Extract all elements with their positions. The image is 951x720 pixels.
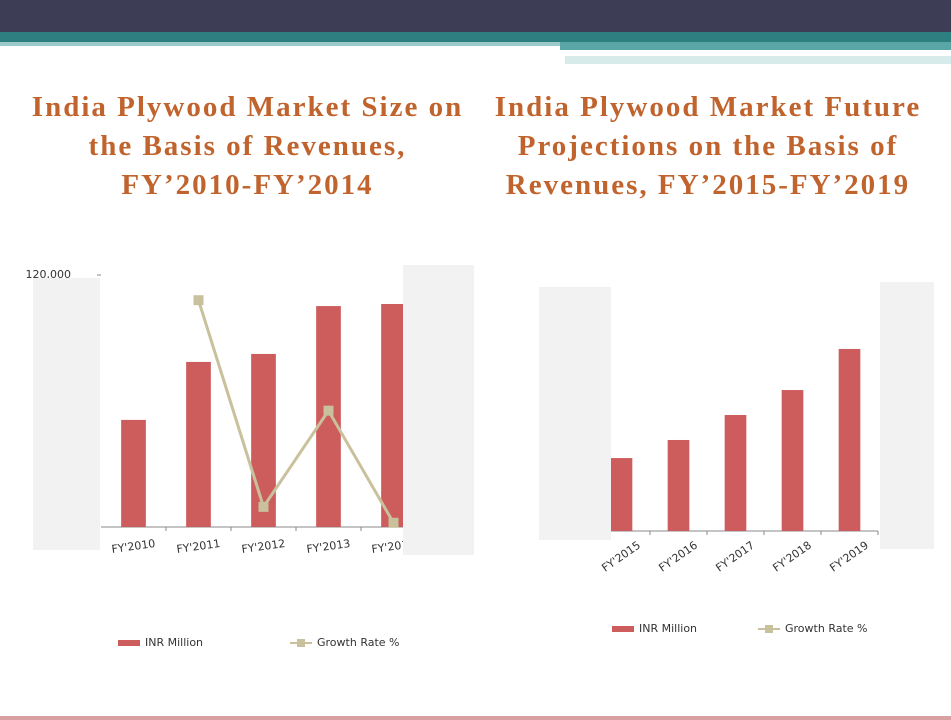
x-tick-label: FY'2016 [656, 539, 700, 575]
x-tick-label: FY'2019 [827, 539, 871, 575]
chart-title: India Plywood Market Size on the Basis o… [31, 91, 464, 201]
legend-swatch [118, 640, 140, 646]
x-tick-label: FY'2012 [241, 537, 286, 556]
bar [610, 458, 633, 531]
legend-label: INR Million [145, 636, 203, 649]
bar [186, 361, 211, 527]
side-panel [539, 287, 611, 540]
header-stripe [560, 42, 951, 50]
line-marker [323, 405, 334, 416]
bar [667, 439, 690, 531]
legend-swatch [612, 626, 634, 632]
bar [724, 415, 747, 531]
legend-swatch [297, 639, 305, 647]
legend-label: Growth Rate % [785, 622, 867, 635]
line-marker [388, 517, 399, 528]
x-tick-label: FY'2010 [111, 537, 156, 556]
side-panel [33, 278, 100, 550]
x-tick-label: FY'2013 [306, 537, 351, 556]
legend-label: Growth Rate % [317, 636, 399, 649]
header-stripe [0, 42, 560, 46]
bar [838, 348, 861, 531]
growth-line [197, 299, 395, 524]
line-marker [258, 501, 269, 512]
header-stripe [565, 56, 951, 64]
y-tick-label: 120,000 [26, 268, 72, 281]
x-tick-label: FY'2015 [599, 539, 643, 575]
legend-label: INR Million [639, 622, 697, 635]
header-stripe [0, 32, 951, 42]
side-panel [403, 265, 474, 555]
bar [781, 390, 804, 531]
side-panel [880, 282, 934, 549]
bar [251, 353, 276, 527]
x-tick-label: FY'2011 [176, 537, 221, 556]
bar [381, 303, 406, 527]
line-marker [193, 295, 204, 306]
x-tick-label: FY'2018 [770, 539, 814, 575]
legend-swatch [765, 625, 773, 633]
footer-line [0, 716, 951, 720]
x-tick-label: FY'2017 [713, 539, 757, 575]
header-band [0, 0, 951, 32]
chart-title: India Plywood Market Future Projections … [494, 91, 922, 201]
bar [316, 306, 341, 527]
bar [121, 419, 146, 527]
